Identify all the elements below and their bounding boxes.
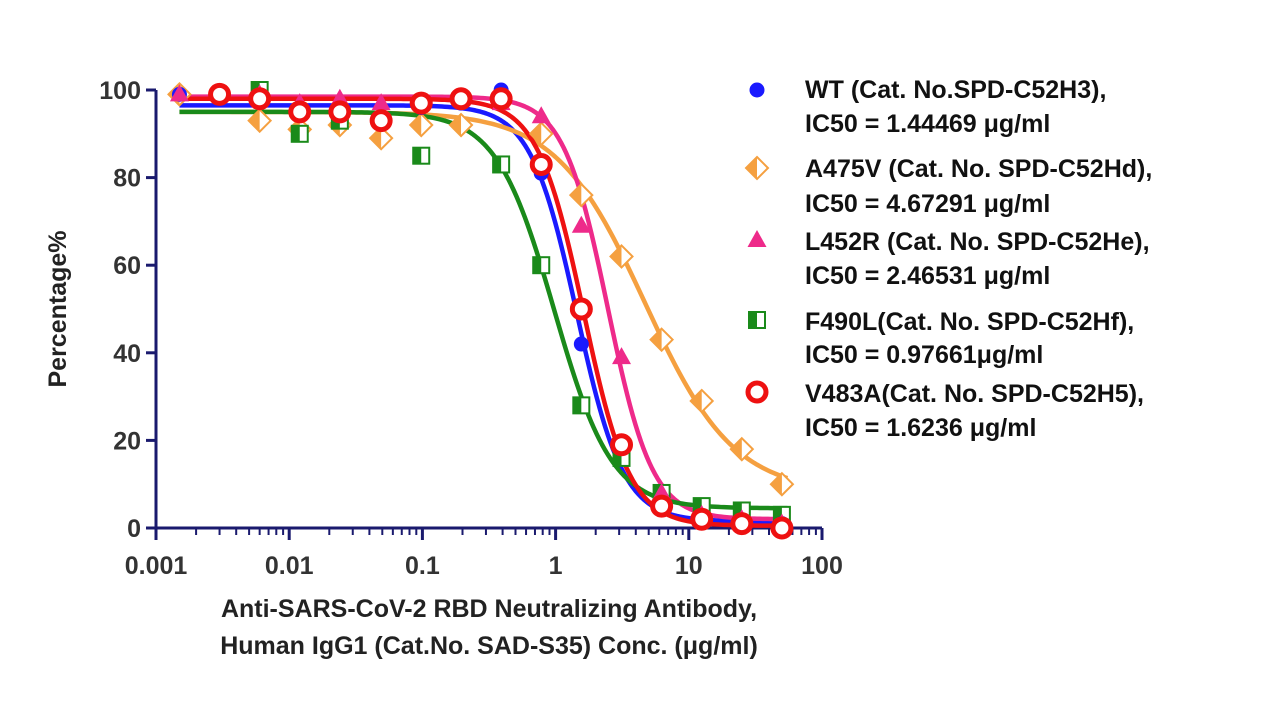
- legend-label-1: A475V (Cat. No. SPD-C52Hd),: [805, 155, 1152, 183]
- legend: WT (Cat. No.SPD-C52H3), IC50 = 1.44469 μg…: [744, 76, 1152, 442]
- legend-marker-3: [748, 311, 766, 329]
- data-point-series-3: [412, 146, 431, 165]
- fit-curve-series-3: [179, 109, 788, 511]
- fit-curves: [179, 94, 789, 528]
- x-tick-label: 0.01: [265, 552, 314, 580]
- data-point-series-2: [571, 215, 591, 233]
- data-point-series-0: [573, 336, 589, 352]
- y-tick-label: 20: [113, 427, 141, 455]
- y-tick-label: 80: [113, 165, 141, 193]
- legend-ic50-3: IC50 = 0.97661μg/ml: [805, 341, 1043, 369]
- data-point-series-3: [290, 124, 309, 143]
- fit-curve-series-2: [179, 94, 788, 522]
- x-tick-label: 0.001: [125, 552, 188, 580]
- legend-ic50-4: IC50 = 1.6236 μg/ml: [805, 414, 1036, 442]
- data-point-series-1: [247, 108, 273, 134]
- data-point-series-1: [769, 471, 795, 497]
- x-tick-label: 1: [549, 552, 563, 580]
- data-point-series-1: [609, 244, 634, 269]
- data-point-series-4: [690, 507, 714, 531]
- data-point-series-4: [650, 494, 674, 518]
- legend-label-4: V483A(Cat. No. SPD-C52H5),: [805, 380, 1144, 408]
- data-point-series-4: [529, 152, 553, 176]
- data-point-series-2: [371, 93, 391, 111]
- data-point-series-1: [448, 112, 474, 138]
- y-tick-label: 60: [113, 252, 141, 280]
- data-point-series-1: [689, 388, 715, 414]
- legend-ic50-0: IC50 = 1.44469 μg/ml: [805, 110, 1050, 138]
- data-point-series-2: [169, 84, 189, 102]
- fit-curve-series-1: [179, 109, 789, 481]
- data-point-series-1: [408, 112, 434, 138]
- legend-label-2: L452R (Cat. No. SPD-C52He),: [805, 228, 1150, 256]
- legend-label-3: F490L(Cat. No. SPD-C52Hf),: [805, 308, 1134, 336]
- legend-ic50-2: IC50 = 2.46531 μg/ml: [805, 262, 1050, 290]
- data-point-series-1: [568, 182, 594, 208]
- fit-curve-series-0: [179, 103, 788, 524]
- data-points: [167, 81, 795, 540]
- axes: 0 20 40 60 80 100 0.001 0.01 0.1 1 10 100: [99, 77, 843, 580]
- x-ticks: 0.001 0.01 0.1 1 10 100: [125, 528, 843, 580]
- data-point-series-1: [649, 327, 675, 353]
- data-point-series-4: [409, 91, 433, 115]
- y-axis-title: Percentage%: [44, 230, 72, 387]
- y-tick-label: 100: [99, 77, 141, 105]
- x-tick-label: 10: [675, 552, 703, 580]
- y-ticks: 0 20 40 60 80 100: [99, 77, 156, 543]
- legend-item-1: A475V (Cat. No. SPD-C52Hd), IC50 = 4.6729…: [744, 155, 1152, 218]
- legend-item-3: F490L(Cat. No. SPD-C52Hf), IC50 = 0.97661…: [748, 308, 1134, 369]
- fit-curve-series-4: [179, 96, 788, 528]
- data-point-series-4: [248, 87, 272, 111]
- x-axis-title-line-1: Anti-SARS-CoV-2 RBD Neutralizing Antibod…: [221, 595, 757, 623]
- legend-item-2: L452R (Cat. No. SPD-C52He), IC50 = 2.4653…: [747, 228, 1150, 290]
- legend-marker-2: [747, 230, 767, 247]
- data-point-series-4: [730, 512, 754, 536]
- data-point-series-3: [532, 256, 551, 275]
- legend-label-0: WT (Cat. No.SPD-C52H3),: [805, 76, 1106, 104]
- y-tick-label: 0: [127, 515, 141, 543]
- data-point-series-4: [610, 433, 634, 457]
- y-tick-label: 40: [113, 340, 141, 368]
- data-point-series-4: [449, 87, 473, 111]
- legend-item-0: WT (Cat. No.SPD-C52H3), IC50 = 1.44469 μg…: [749, 76, 1106, 138]
- data-point-series-1: [368, 125, 394, 151]
- data-point-series-3: [572, 396, 591, 415]
- data-point-series-4: [369, 109, 393, 133]
- data-point-series-4: [569, 297, 593, 321]
- data-point-series-3: [492, 155, 511, 174]
- x-tick-label: 0.1: [405, 552, 440, 580]
- data-point-series-2: [612, 347, 632, 365]
- x-axis-title-line-2: Human IgG1 (Cat.No. SAD-S35) Conc. (μg/m…: [220, 632, 758, 660]
- legend-item-4: V483A(Cat. No. SPD-C52H5), IC50 = 1.6236 …: [745, 380, 1144, 442]
- legend-marker-0: [749, 82, 765, 98]
- legend-marker-4: [745, 380, 769, 404]
- data-point-series-4: [328, 100, 352, 124]
- legend-ic50-1: IC50 = 4.67291 μg/ml: [805, 190, 1050, 218]
- data-point-series-4: [770, 516, 794, 540]
- legend-marker-1: [744, 155, 770, 181]
- data-point-series-1: [528, 121, 554, 147]
- x-tick-label: 100: [801, 552, 843, 580]
- data-point-series-4: [208, 82, 232, 106]
- data-point-series-2: [531, 106, 551, 124]
- data-point-series-4: [288, 100, 312, 124]
- data-point-series-1: [729, 436, 755, 462]
- data-point-series-4: [489, 87, 513, 111]
